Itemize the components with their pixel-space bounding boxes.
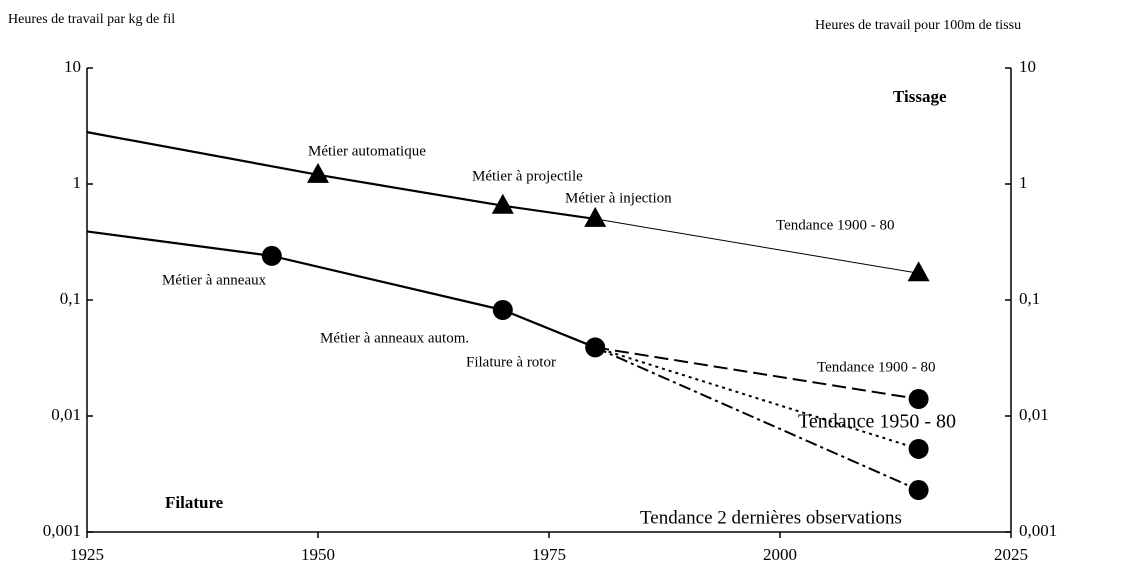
- trend-line: [317, 173, 503, 207]
- y-tick-label: 0,001: [43, 521, 81, 540]
- y2-tick-label: 1: [1019, 173, 1028, 192]
- annotation: Métier automatique: [308, 143, 426, 159]
- trend-line: [271, 254, 504, 312]
- circle-marker: [492, 299, 513, 320]
- annotation: Filature à rotor: [466, 354, 556, 370]
- circle-marker: [908, 438, 929, 459]
- y-tick-label: 1: [73, 173, 82, 192]
- trend-line: [594, 346, 919, 450]
- annotation: Tendance 1900 - 80: [776, 217, 895, 233]
- triangle-marker: [307, 162, 329, 183]
- triangle-marker: [491, 193, 514, 214]
- circle-marker: [585, 337, 606, 358]
- annotation: Métier à anneaux autom.: [320, 330, 469, 346]
- region-label: Filature: [165, 493, 224, 512]
- y-axis-label: Heures de travail par kg de fil: [8, 12, 175, 27]
- y-tick-label: 0,01: [51, 405, 81, 424]
- trend-line: [86, 131, 319, 176]
- annotation: Tendance 2 dernières observations: [640, 507, 902, 528]
- annotation: Métier à injection: [565, 190, 672, 206]
- region-label: Tissage: [893, 87, 947, 106]
- y-tick-label: 10: [64, 57, 81, 76]
- y2-tick-label: 0,01: [1019, 405, 1049, 424]
- trend-line: [502, 204, 596, 221]
- y-tick-label: 0,1: [60, 289, 81, 308]
- trend-line: [502, 308, 596, 349]
- x-tick-label: 1925: [70, 545, 104, 564]
- trend-line: [86, 230, 272, 257]
- y2-axis-label: Heures de travail pour 100m de tissu: [815, 18, 1021, 33]
- triangle-marker: [584, 206, 607, 227]
- trend-line: [595, 218, 919, 274]
- annotation: Métier à projectile: [472, 168, 583, 184]
- x-tick-label: 2025: [994, 545, 1028, 564]
- annotation: Métier à anneaux: [162, 272, 267, 288]
- trend-line: [594, 346, 920, 491]
- y2-tick-label: 0,001: [1019, 521, 1057, 540]
- y2-tick-label: 0,1: [1019, 289, 1040, 308]
- trend-line: [595, 346, 919, 401]
- annotation: Tendance 1950 - 80: [798, 411, 956, 433]
- annotation: Tendance 1900 - 80: [817, 359, 936, 375]
- triangle-marker: [907, 261, 930, 282]
- x-tick-label: 2000: [763, 545, 797, 564]
- x-tick-label: 1950: [301, 545, 335, 564]
- circle-marker: [908, 480, 929, 501]
- circle-marker: [261, 245, 282, 266]
- circle-marker: [908, 389, 929, 410]
- y2-tick-label: 10: [1019, 57, 1036, 76]
- x-tick-label: 1975: [532, 545, 566, 564]
